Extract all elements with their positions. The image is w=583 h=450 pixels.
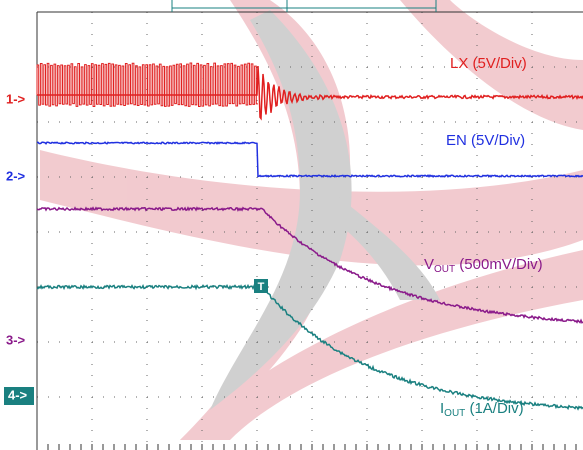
iout-main: I (440, 400, 444, 417)
vout-rest: (500mV/Div) (455, 256, 543, 273)
trigger-mark: T (258, 281, 265, 293)
trace (36, 283, 583, 411)
channel-marker: 1-> (6, 91, 26, 106)
vout-sub: OUT (434, 264, 455, 275)
iout-sub: OUT (444, 408, 465, 419)
record-bracket (171, 0, 437, 12)
lx-label: LX (5V/Div) (450, 55, 527, 72)
trace (37, 65, 583, 121)
trigger-box (254, 279, 268, 293)
traces (36, 62, 583, 411)
channel-marker: 4-> (8, 387, 28, 402)
marker-box (4, 387, 34, 405)
vout-main: V (424, 256, 434, 273)
watermark (40, 0, 583, 440)
trace (36, 62, 258, 107)
en-label: EN (5V/Div) (446, 132, 525, 149)
iout-label: IOUT (1A/Div) (440, 400, 524, 419)
trace (36, 141, 583, 178)
channel-marker: 3-> (6, 332, 26, 347)
trace (36, 206, 583, 324)
vout-label: VOUT (500mV/Div) (424, 256, 543, 275)
channel-marker: 2-> (6, 168, 26, 183)
iout-rest: (1A/Div) (465, 400, 523, 417)
